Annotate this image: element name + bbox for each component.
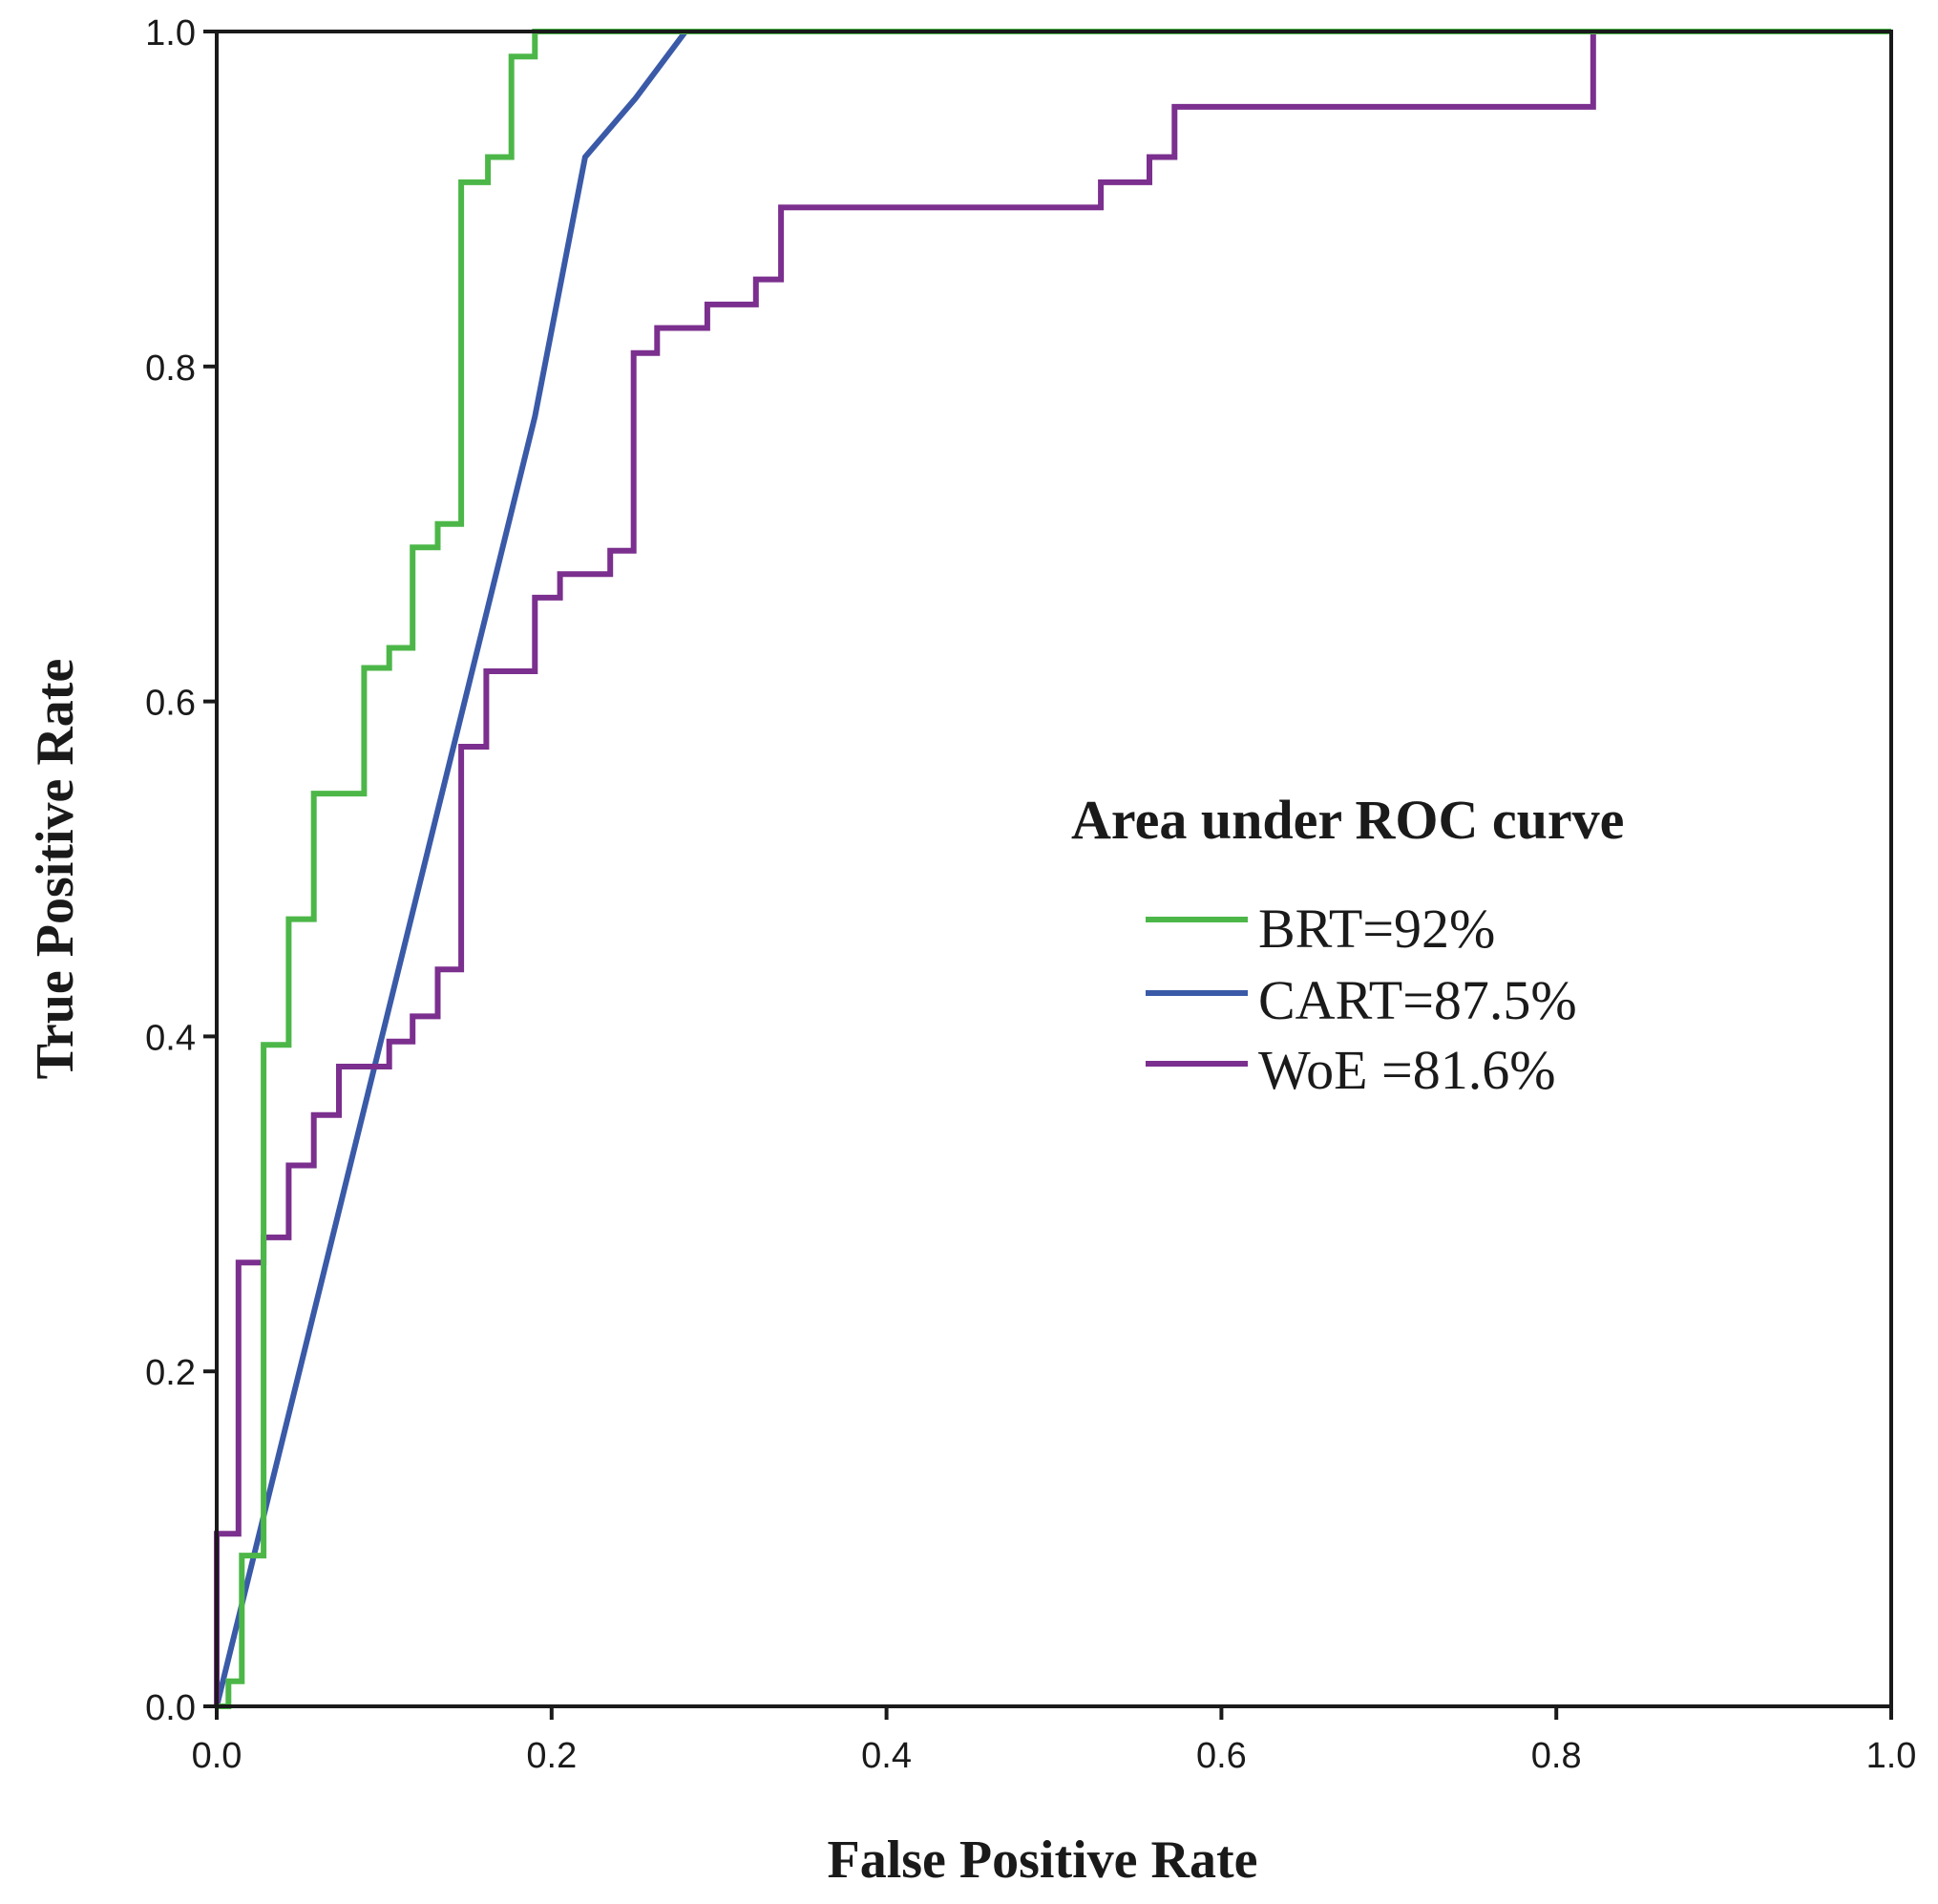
y-tick-label: 0.6	[145, 684, 196, 724]
x-tick-label: 0.2	[526, 1736, 577, 1776]
legend-title: Area under ROC curve	[1071, 789, 1624, 851]
x-tick-label: 1.0	[1866, 1736, 1917, 1776]
x-axis: 0.0 0.2 0.4 0.6 0.8 1.0	[192, 1706, 1917, 1776]
x-tick-label: 0.6	[1196, 1736, 1247, 1776]
x-tick-label: 0.8	[1531, 1736, 1582, 1776]
y-axis: 0.0 0.2 0.4 0.6 0.8 1.0	[145, 13, 217, 1728]
y-tick-label: 0.0	[145, 1688, 196, 1728]
x-tick-label: 0.4	[861, 1736, 912, 1776]
y-axis-title: True Positive Rate	[26, 659, 85, 1080]
y-tick-label: 0.2	[145, 1353, 196, 1393]
plot-frame	[215, 30, 1893, 1708]
legend: Area under ROC curve BRT=92% CART=87.5% …	[1071, 789, 1624, 1101]
y-tick-label: 1.0	[145, 13, 196, 53]
x-axis-title: False Positive Rate	[828, 1830, 1258, 1890]
series-line-cart	[214, 29, 1891, 1707]
legend-label-cart: CART=87.5%	[1258, 969, 1577, 1031]
y-tick-label: 0.8	[145, 349, 196, 389]
y-tick-label: 0.4	[145, 1018, 196, 1058]
series-line-brt	[217, 29, 1891, 1709]
series-layer	[214, 29, 1891, 1709]
x-tick-label: 0.0	[192, 1736, 242, 1776]
legend-label-woe: WoE =81.6%	[1258, 1039, 1556, 1101]
legend-label-brt: BRT=92%	[1258, 898, 1495, 960]
series-line-woe	[214, 29, 1891, 1706]
